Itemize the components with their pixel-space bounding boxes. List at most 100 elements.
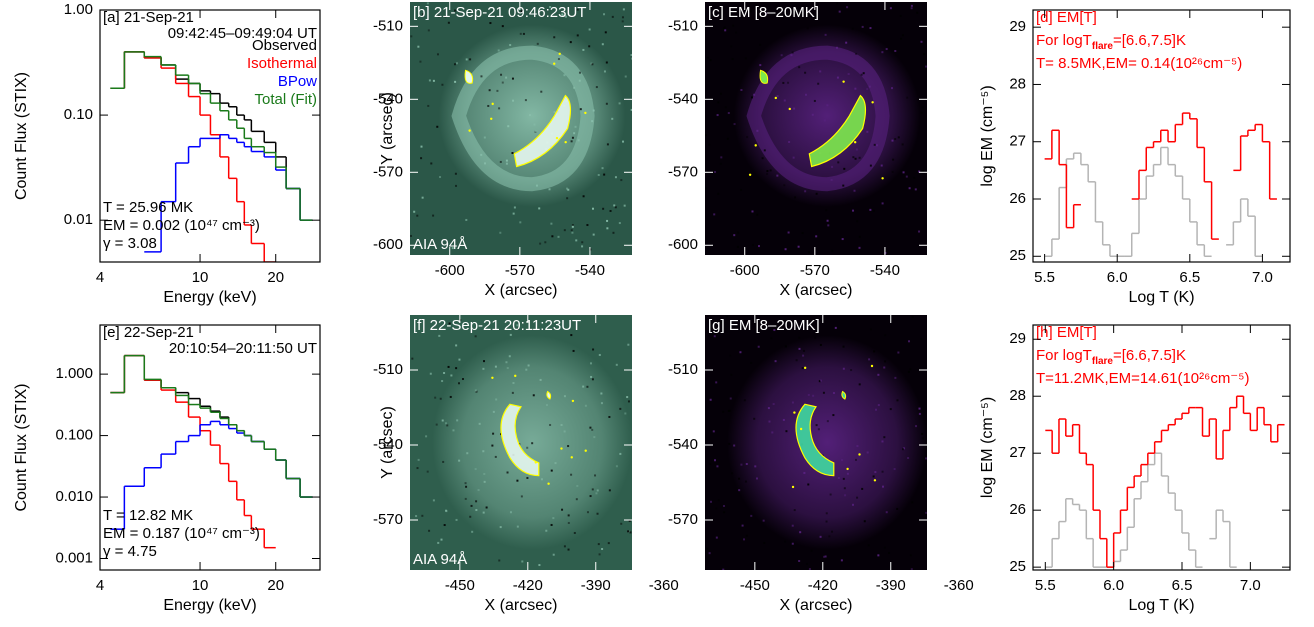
plot-area: [110, 354, 313, 549]
speckle: [511, 77, 514, 80]
speckle: [578, 79, 581, 82]
speckle: [815, 14, 818, 17]
x-tick-label: 7.0: [1240, 577, 1261, 594]
speckle: [784, 248, 787, 251]
speckle: [877, 404, 880, 407]
speckle: [822, 391, 825, 394]
speckle: [627, 530, 630, 533]
speckle: [613, 204, 616, 207]
speckle: [444, 422, 447, 425]
speckle: [506, 367, 509, 370]
speckle: [913, 176, 916, 179]
speckle: [905, 175, 908, 178]
speckle: [858, 235, 861, 238]
contour: [748, 173, 752, 177]
speckle: [815, 235, 818, 238]
speckle: [798, 336, 801, 339]
y-axis-label: log EM (cm⁻⁵): [979, 397, 996, 498]
contour: [514, 374, 517, 378]
speckle: [853, 189, 856, 192]
speckle: [722, 410, 725, 413]
speckle: [550, 222, 553, 225]
speckle: [618, 102, 621, 105]
speckle: [802, 354, 805, 357]
speckle: [733, 444, 736, 447]
speckle: [836, 2, 839, 5]
speckle: [455, 518, 458, 521]
panel-title: [a] 21-Sep-21: [103, 9, 194, 26]
speckle: [618, 222, 621, 225]
speckle: [920, 337, 923, 340]
speckle: [443, 371, 446, 374]
speckle: [483, 136, 486, 139]
speckle: [608, 489, 611, 492]
speckle: [533, 123, 536, 126]
speckle: [897, 351, 900, 354]
y-tick-label: -540: [373, 90, 403, 107]
y-tick-label: 0.010: [55, 488, 93, 505]
speckle: [563, 74, 566, 77]
speckle: [438, 334, 441, 337]
speckle: [592, 233, 595, 236]
x-tick-label: 5.5: [1035, 577, 1056, 594]
panel-title: [g] EM [8–20MK]: [708, 317, 820, 334]
speckle: [750, 96, 753, 99]
y-tick-label: -600: [668, 236, 698, 253]
bright-feature: [809, 95, 866, 167]
speckle: [791, 401, 794, 404]
speckle: [818, 380, 821, 383]
speckle: [782, 81, 785, 84]
speckle: [797, 245, 800, 248]
speckle: [858, 383, 861, 386]
x-axis-label: Log T (K): [1128, 289, 1194, 306]
speckle: [526, 476, 529, 479]
speckle: [509, 333, 512, 336]
speckle: [847, 73, 850, 76]
speckle: [712, 430, 715, 433]
speckle: [505, 162, 508, 165]
speckle: [578, 71, 581, 74]
speckle: [883, 366, 886, 369]
speckle: [540, 478, 543, 481]
speckle: [420, 145, 423, 148]
speckle: [759, 43, 762, 46]
speckle: [908, 187, 911, 190]
speckle: [441, 419, 444, 422]
speckle: [598, 553, 601, 556]
speckle: [811, 113, 814, 116]
speckle: [823, 555, 826, 558]
y-tick-label: -570: [668, 163, 698, 180]
contour: [584, 449, 587, 452]
speckle: [436, 53, 439, 56]
speckle: [915, 425, 918, 428]
speckle: [512, 382, 515, 385]
speckle: [925, 457, 927, 460]
speckle: [812, 394, 815, 397]
speckle: [717, 192, 720, 195]
speckle: [918, 170, 921, 173]
speckle: [825, 512, 828, 515]
speckle: [751, 210, 754, 213]
speckle: [550, 469, 553, 472]
contour: [564, 140, 567, 144]
speckle: [753, 417, 756, 420]
y-tick-label: 1.000: [55, 365, 93, 382]
speckle: [769, 169, 772, 172]
speckle: [894, 138, 897, 141]
speckle: [474, 389, 477, 392]
contour: [513, 94, 572, 168]
speckle: [603, 70, 606, 73]
speckle: [828, 535, 831, 538]
speckle: [861, 25, 864, 28]
speckle: [850, 369, 853, 372]
speckle: [873, 350, 876, 353]
speckle: [804, 93, 807, 96]
speckle: [516, 479, 519, 482]
speckle: [740, 188, 743, 191]
speckle: [764, 12, 767, 15]
speckle: [455, 367, 458, 370]
speckle: [861, 487, 864, 490]
speckle: [761, 157, 764, 160]
speckle: [505, 361, 508, 364]
speckle: [855, 52, 858, 55]
